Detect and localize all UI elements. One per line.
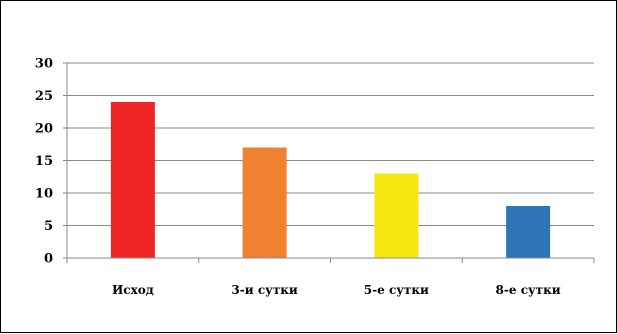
y-tick-label-15: 15 <box>35 154 53 169</box>
y-tick-label-5: 5 <box>44 219 53 234</box>
x-category-label-4: 8-е сутки <box>496 283 561 297</box>
y-tick-label-10: 10 <box>35 187 53 202</box>
y-tick-label-20: 20 <box>35 122 53 137</box>
bar-3 <box>374 173 419 258</box>
y-tick-label-0: 0 <box>44 252 53 267</box>
y-tick-label-30: 30 <box>35 57 53 72</box>
bar-1 <box>110 102 155 258</box>
x-category-label-2: 3-и сутки <box>231 283 297 297</box>
bar-2 <box>242 147 287 258</box>
x-category-label-3: 5-е сутки <box>364 283 429 297</box>
bar-4 <box>506 206 551 258</box>
y-tick-label-25: 25 <box>35 89 53 104</box>
x-category-label-1: Исход <box>112 283 154 297</box>
